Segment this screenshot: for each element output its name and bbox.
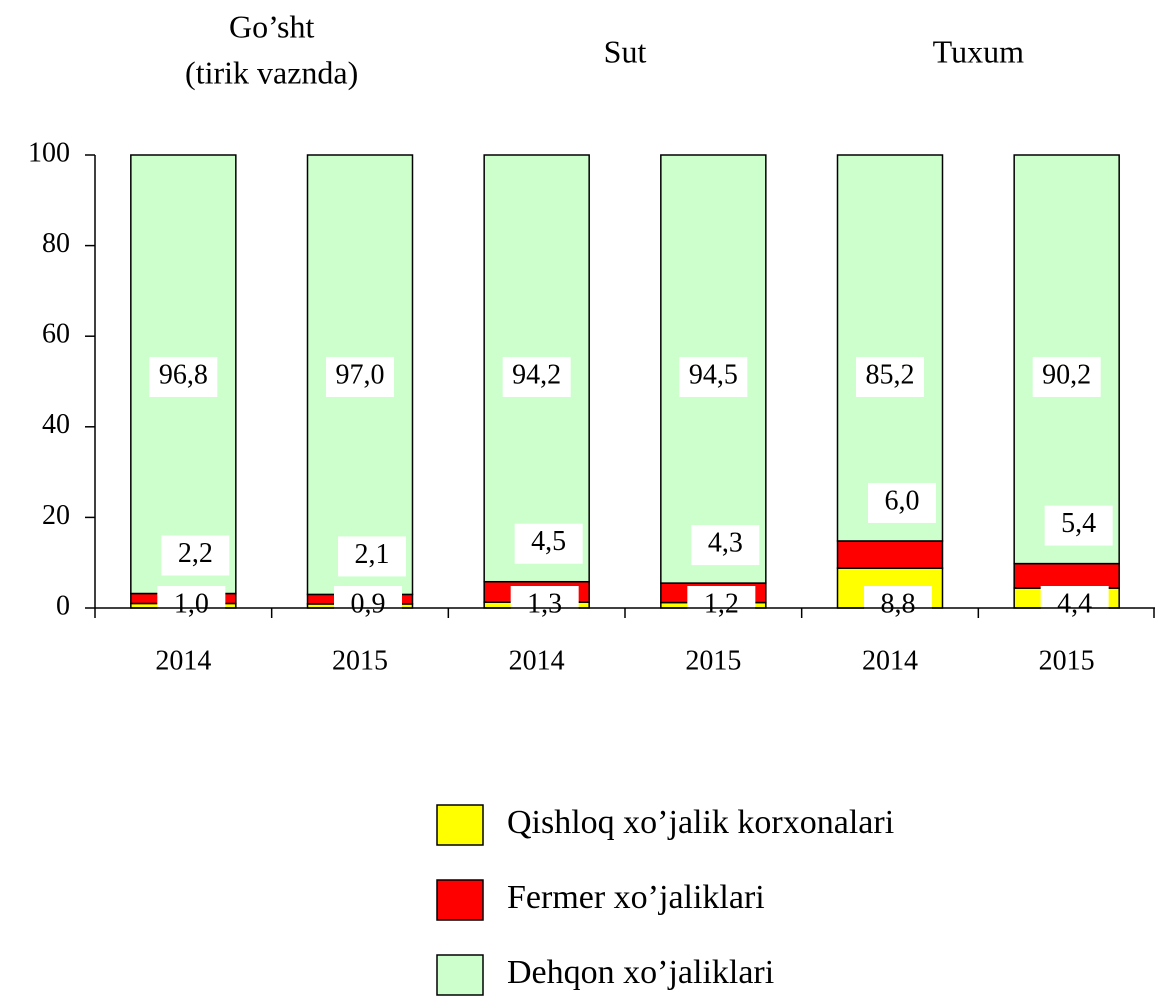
value-label: 1,0: [174, 588, 209, 619]
group-label: Sut: [604, 33, 647, 69]
y-tick-label: 80: [42, 228, 70, 259]
x-tick-label: 2014: [862, 645, 918, 676]
value-label: 0,9: [351, 588, 386, 619]
value-label: 2,2: [178, 538, 213, 569]
y-tick-label: 0: [56, 590, 70, 621]
value-label-bg: [687, 586, 756, 626]
x-tick-label: 2015: [685, 645, 741, 676]
value-label-bg: [326, 356, 394, 397]
value-label-bg: [334, 586, 402, 626]
legend-swatch: [436, 954, 484, 996]
x-tick-label: 2015: [332, 645, 388, 676]
value-label: 8,8: [881, 588, 916, 619]
value-label-bg: [514, 523, 583, 564]
value-label: 1,2: [704, 588, 739, 619]
legend-label: Qishloq xo’jalik korxonalari: [507, 804, 894, 841]
group-label: Go’sht: [229, 8, 314, 44]
value-label: 4,5: [531, 526, 566, 557]
value-label-bg: [338, 536, 406, 577]
group-label: (tirik vaznda): [185, 54, 358, 90]
legend-swatch: [436, 804, 484, 846]
group-label: Tuxum: [933, 33, 1024, 69]
y-tick-label: 20: [42, 500, 70, 531]
value-label-bg: [157, 586, 226, 626]
legend-label: Dehqon xo’jaliklari: [507, 954, 774, 991]
x-tick-label: 2014: [155, 645, 211, 676]
value-label: 2,1: [355, 539, 390, 570]
legend-swatch: [436, 879, 484, 921]
value-label: 94,5: [689, 359, 738, 390]
value-label: 90,2: [1042, 359, 1091, 390]
y-tick-label: 40: [42, 409, 70, 440]
value-label-bg: [161, 535, 230, 576]
value-label-bg: [502, 356, 571, 397]
value-label: 4,4: [1057, 588, 1092, 619]
legend-label: Fermer xo’jaliklari: [507, 879, 765, 916]
value-label-bg: [1032, 356, 1101, 397]
value-label: 4,3: [708, 528, 743, 559]
value-label-bg: [864, 586, 932, 626]
x-tick-label: 2014: [509, 645, 565, 676]
value-label: 1,3: [527, 588, 562, 619]
value-label-bg: [691, 525, 760, 566]
value-label: 96,8: [159, 359, 208, 390]
bar-segment: [836, 154, 944, 542]
value-label: 97,0: [336, 359, 385, 390]
value-label-bg: [856, 356, 924, 397]
value-label: 5,4: [1061, 508, 1096, 539]
bar-segment: [1013, 562, 1120, 589]
value-label-bg: [1040, 586, 1109, 626]
value-label: 94,2: [512, 359, 561, 390]
x-tick-label: 2015: [1039, 645, 1095, 676]
y-tick-label: 100: [28, 137, 70, 168]
value-label: 6,0: [885, 485, 920, 516]
y-tick-label: 60: [42, 319, 70, 350]
bar-segment: [836, 540, 944, 569]
value-label-bg: [679, 356, 748, 397]
value-label-bg: [510, 586, 579, 626]
value-label-bg: [868, 482, 936, 523]
value-label-bg: [1044, 505, 1113, 546]
value-label-bg: [149, 356, 218, 397]
value-label: 85,2: [866, 359, 915, 390]
